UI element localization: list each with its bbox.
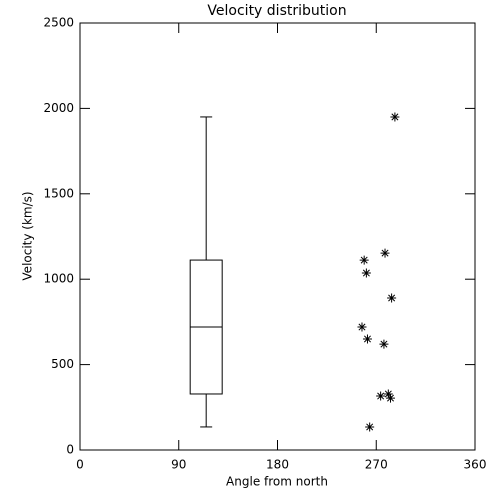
x-tick-label: 270 bbox=[365, 458, 388, 472]
x-tick-label: 180 bbox=[266, 458, 289, 472]
point bbox=[365, 422, 375, 432]
point bbox=[380, 248, 390, 258]
y-tick-label: 1000 bbox=[43, 272, 74, 286]
x-tick-label: 0 bbox=[76, 458, 84, 472]
chart-title: Velocity distribution bbox=[207, 3, 346, 19]
x-tick-label: 360 bbox=[464, 458, 487, 472]
point bbox=[379, 339, 389, 349]
y-axis-label: Velocity (km/s) bbox=[21, 191, 35, 280]
y-tick-label: 0 bbox=[66, 443, 74, 457]
point bbox=[386, 393, 396, 403]
y-tick-label: 500 bbox=[51, 357, 74, 371]
x-tick-label: 90 bbox=[171, 458, 186, 472]
point bbox=[359, 255, 369, 265]
point bbox=[383, 389, 393, 399]
point bbox=[362, 334, 372, 344]
point bbox=[361, 268, 371, 278]
plot-frame bbox=[79, 22, 476, 451]
point bbox=[390, 112, 400, 122]
point bbox=[387, 293, 397, 303]
x-axis-label: Angle from north bbox=[226, 475, 328, 489]
y-tick-label: 2500 bbox=[43, 16, 74, 30]
y-tick-label: 2000 bbox=[43, 101, 74, 115]
point bbox=[376, 391, 386, 401]
y-tick-label: 1500 bbox=[43, 186, 74, 200]
point bbox=[357, 322, 367, 332]
